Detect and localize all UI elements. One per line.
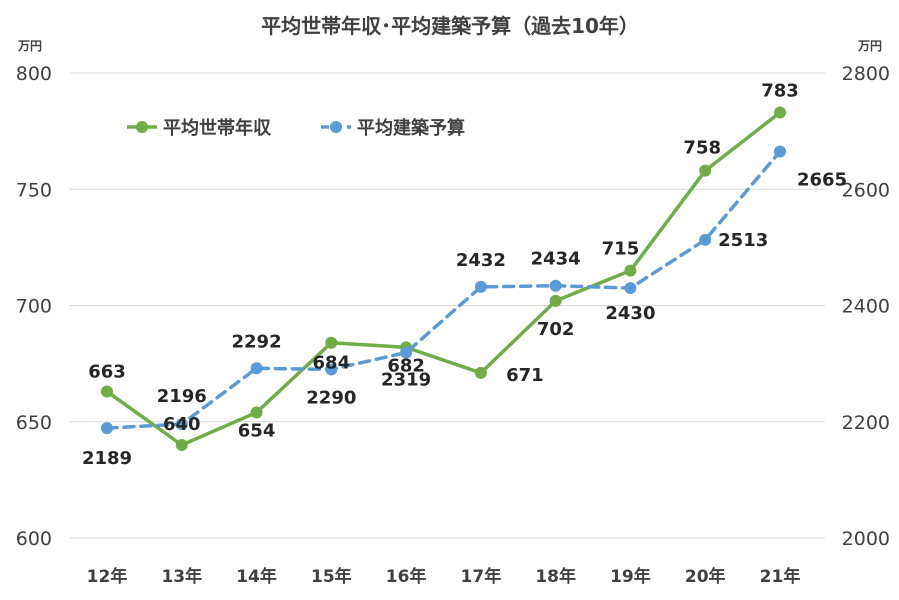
y-right-tick-label: 2000 (842, 528, 890, 550)
axis-ticks: 600 650 700 750 800 2000 2200 2400 2600 2800 12年 13… (16, 63, 890, 587)
data-label: 2513 (718, 230, 768, 251)
data-labels: 663 640 654 684 682 671 702 715 758 783 2189 2196 22… (82, 81, 847, 470)
data-point (699, 164, 712, 177)
y-right-tick-label: 2600 (842, 179, 890, 201)
x-tick-label: 20年 (685, 566, 726, 587)
y-left-tick-label: 700 (16, 296, 52, 318)
data-label: 758 (683, 138, 721, 159)
data-point (175, 418, 188, 431)
y-right-tick-label: 2400 (842, 296, 890, 318)
data-label: 2319 (381, 370, 431, 391)
data-label: 702 (537, 319, 575, 340)
data-label: 684 (313, 353, 351, 374)
data-label: 682 (387, 355, 425, 376)
data-label: 2292 (232, 331, 282, 352)
data-point (549, 294, 562, 307)
data-label: 2665 (797, 169, 847, 190)
y-right-tick-label: 2200 (842, 412, 890, 434)
gridlines (70, 72, 825, 539)
data-point (250, 362, 263, 375)
x-tick-label: 16年 (386, 566, 427, 587)
data-label: 2430 (605, 303, 655, 324)
data-point (624, 282, 637, 295)
y-left-tick-label: 600 (16, 528, 52, 550)
series (101, 106, 786, 451)
y-left-tick-label: 750 (16, 179, 52, 201)
data-point (474, 280, 487, 293)
data-point (250, 406, 263, 419)
data-point (774, 145, 786, 158)
data-label: 2196 (157, 386, 207, 407)
series-line (105, 149, 782, 430)
x-tick-label: 14年 (236, 566, 277, 587)
legend-swatch-marker (136, 121, 148, 133)
x-tick-label: 19年 (610, 566, 651, 587)
chart-title: 平均世帯年収･平均建築予算（過去10年） (261, 14, 639, 38)
data-point (101, 385, 113, 398)
data-point (624, 264, 637, 277)
data-point (474, 366, 487, 379)
data-label: 2189 (82, 448, 132, 469)
right-axis-unit: 万円 (857, 39, 882, 53)
data-label: 654 (238, 420, 276, 441)
legend-label: 平均建築予算 (357, 117, 465, 139)
left-axis-unit: 万円 (17, 39, 42, 53)
data-point (325, 363, 338, 376)
data-point (774, 106, 786, 119)
y-right-tick-label: 2800 (842, 63, 890, 85)
legend-swatch-marker (330, 121, 342, 133)
data-point (400, 346, 413, 359)
series-line (105, 110, 782, 447)
data-label: 715 (602, 239, 640, 260)
legend: 平均世帯年収 平均建築予算 (127, 117, 465, 139)
data-label: 2434 (531, 249, 581, 270)
x-tick-label: 15年 (311, 566, 352, 587)
x-tick-label: 13年 (161, 566, 202, 587)
y-left-tick-label: 800 (16, 63, 52, 85)
data-label: 2290 (306, 387, 356, 408)
x-tick-label: 17年 (461, 566, 502, 587)
data-label: 2432 (456, 250, 506, 271)
data-label: 663 (88, 362, 126, 383)
data-point (549, 279, 562, 292)
legend-label: 平均世帯年収 (163, 117, 272, 139)
data-point (175, 439, 188, 451)
x-tick-label: 12年 (87, 566, 128, 587)
data-label: 640 (163, 414, 201, 435)
x-tick-label: 18年 (535, 566, 576, 587)
y-left-tick-label: 650 (16, 412, 52, 434)
data-label: 783 (761, 81, 799, 102)
data-point (325, 336, 338, 349)
data-label: 671 (506, 365, 544, 386)
data-point (699, 233, 712, 246)
data-point (101, 422, 113, 435)
x-tick-label: 21年 (760, 566, 801, 587)
